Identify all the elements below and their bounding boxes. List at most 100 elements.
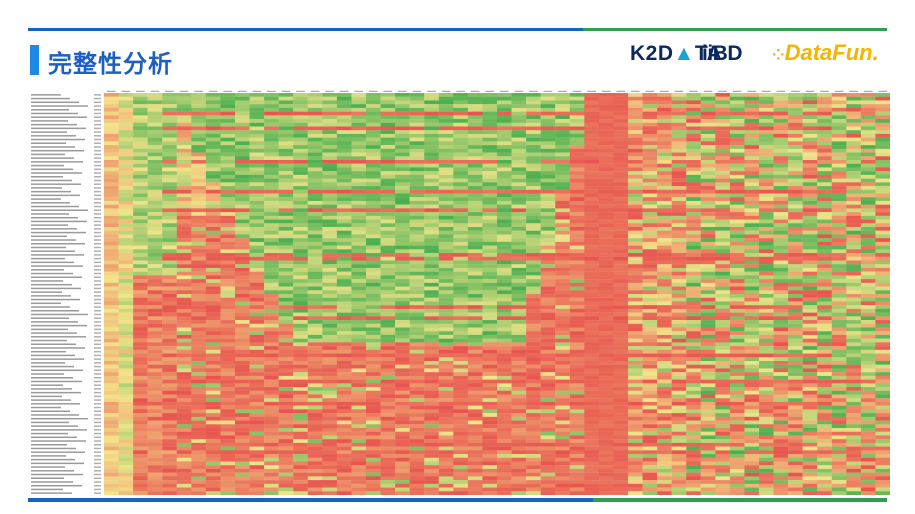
heatmap-cell xyxy=(526,227,541,231)
heatmap-cell xyxy=(759,230,774,235)
heatmap-cell xyxy=(467,182,483,187)
heatmap-cell xyxy=(322,215,338,220)
heatmap-cell xyxy=(264,394,279,399)
heatmap-cell xyxy=(788,219,803,224)
heatmap-cell xyxy=(453,126,469,131)
heatmap-cell xyxy=(642,271,658,276)
heatmap-cell xyxy=(467,290,483,295)
heatmap-cell xyxy=(380,212,396,216)
column-header-tick xyxy=(601,90,611,92)
heatmap-cell xyxy=(176,297,192,302)
heatmap-cell xyxy=(642,137,658,142)
heatmap-cell xyxy=(598,271,614,276)
heatmap-cell xyxy=(205,264,221,269)
heatmap-cell xyxy=(788,160,803,164)
heatmap-cell xyxy=(860,334,876,339)
heatmap-cell xyxy=(147,160,163,164)
row-count-line xyxy=(94,365,101,368)
heatmap-cell xyxy=(366,286,381,291)
heatmap-cell xyxy=(249,193,265,198)
heatmap-cell xyxy=(176,171,192,176)
heatmap-cell xyxy=(831,163,847,168)
heatmap-cell xyxy=(511,316,527,321)
heatmap-cell xyxy=(555,96,570,101)
heatmap-cell xyxy=(366,357,381,362)
heatmap-cell xyxy=(526,364,541,369)
heatmap-cell xyxy=(526,167,541,172)
heatmap-cell xyxy=(802,219,818,224)
heatmap-cell xyxy=(613,383,629,388)
heatmap-cell xyxy=(555,398,570,403)
heatmap-cell xyxy=(613,215,629,220)
heatmap-cell xyxy=(846,294,862,298)
heatmap-cell xyxy=(351,141,367,146)
heatmap-cell xyxy=(802,323,818,328)
heatmap-cell xyxy=(235,409,250,414)
row-count-line xyxy=(94,421,101,424)
heatmap-cell xyxy=(802,137,818,142)
column-header-tick xyxy=(150,90,160,92)
heatmap-cell xyxy=(788,390,803,395)
heatmap-cell xyxy=(409,308,425,313)
heatmap-cell xyxy=(438,253,454,257)
heatmap-cell xyxy=(147,223,163,228)
row-count-line xyxy=(94,198,101,200)
heatmap-cell xyxy=(104,267,119,272)
column-header-tick xyxy=(310,90,320,92)
heatmap-cell xyxy=(235,130,250,135)
heatmap-cell xyxy=(162,308,177,313)
heatmap-cell xyxy=(104,334,119,339)
heatmap-cell xyxy=(409,197,425,202)
heatmap-cell xyxy=(788,294,803,298)
heatmap-cell xyxy=(817,290,832,295)
heatmap-cell xyxy=(278,238,294,243)
heatmap-cell xyxy=(395,308,410,313)
heatmap-cell xyxy=(453,342,469,347)
heatmap-cell xyxy=(555,331,570,336)
heatmap-cell xyxy=(802,249,818,254)
heatmap-cell xyxy=(642,156,658,161)
heatmap-cell xyxy=(657,219,672,224)
heatmap-cell xyxy=(875,387,890,391)
heatmap-cell xyxy=(569,375,585,380)
heatmap-cell xyxy=(584,219,600,224)
heatmap-cell xyxy=(380,327,396,332)
heatmap-cell xyxy=(642,387,658,391)
heatmap-cell xyxy=(118,413,134,417)
heatmap-cell xyxy=(380,375,396,380)
heatmap-cell xyxy=(147,133,163,138)
heatmap-cell xyxy=(249,156,265,161)
heatmap-cell xyxy=(380,115,396,120)
heatmap-cell xyxy=(846,253,862,257)
heatmap-cell xyxy=(176,160,192,164)
heatmap-cell xyxy=(278,357,294,362)
heatmap-cell xyxy=(133,353,148,358)
heatmap-cell xyxy=(191,349,207,354)
heatmap-cell xyxy=(220,227,236,231)
heatmap-cell xyxy=(147,204,163,209)
heatmap-cell xyxy=(860,346,876,350)
heatmap-cell xyxy=(598,219,614,224)
heatmap-cell xyxy=(773,364,789,369)
heatmap-cell xyxy=(249,126,265,131)
heatmap-cell xyxy=(686,323,701,328)
heatmap-cell xyxy=(700,152,716,157)
heatmap-cell xyxy=(700,294,716,298)
heatmap-cell xyxy=(264,331,279,336)
heatmap-cell xyxy=(598,156,614,161)
heatmap-cell xyxy=(278,361,294,365)
heatmap-cell xyxy=(162,297,177,302)
heatmap-cell xyxy=(235,230,250,235)
heatmap-cell xyxy=(118,163,134,168)
heatmap-cell xyxy=(176,305,192,310)
heatmap-cell xyxy=(671,405,687,410)
heatmap-cell xyxy=(278,107,294,112)
heatmap-cell xyxy=(511,256,527,261)
heatmap-cell xyxy=(424,119,439,123)
heatmap-cell xyxy=(482,312,498,317)
heatmap-cell xyxy=(235,145,250,149)
heatmap-cell xyxy=(613,323,629,328)
heatmap-cell xyxy=(278,390,294,395)
heatmap-cell xyxy=(715,227,731,231)
heatmap-cell xyxy=(293,186,308,190)
